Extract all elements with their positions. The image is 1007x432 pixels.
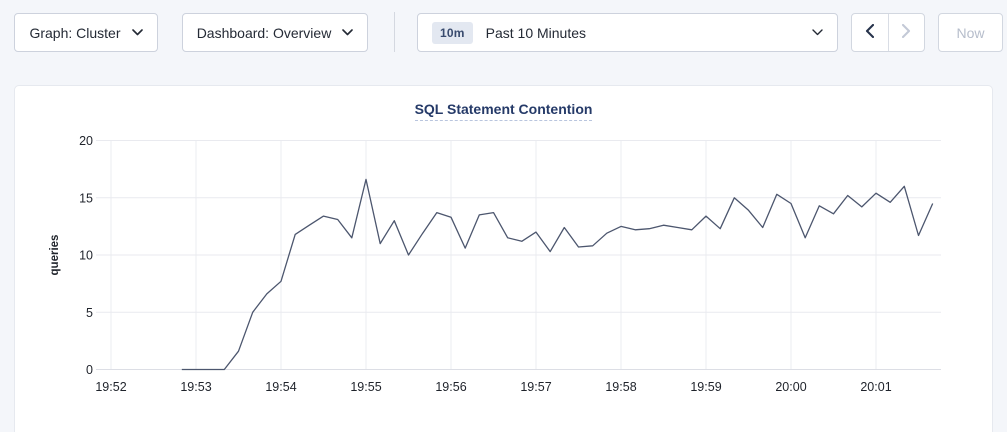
dashboard-dropdown[interactable]: Dashboard: Overview: [182, 13, 368, 52]
chevron-left-icon: [865, 23, 875, 41]
chevron-right-icon: [901, 23, 911, 41]
chevron-down-icon: [812, 29, 823, 36]
chart-title[interactable]: SQL Statement Contention: [414, 101, 593, 121]
x-tick-label: 19:58: [605, 380, 636, 394]
y-axis-title: queries: [49, 235, 61, 276]
y-tick-label: 10: [79, 249, 93, 263]
y-tick-label: 0: [86, 363, 93, 377]
time-nav-group: [851, 13, 925, 52]
x-tick-label: 19:53: [180, 380, 211, 394]
chevron-down-icon: [342, 29, 354, 36]
line-chart[interactable]: 19:52 19:53 19:54 19:55 19:56 19:57 19:58 19:59…: [15, 86, 994, 431]
x-tick-label: 19:54: [265, 380, 296, 394]
now-button[interactable]: Now: [938, 13, 1003, 52]
graph-dropdown-label: Graph: Cluster: [29, 24, 121, 41]
y-tick-label: 15: [79, 191, 93, 205]
x-tick-label: 20:01: [860, 380, 891, 394]
x-tick-label: 19:57: [520, 380, 551, 394]
time-range-badge: 10m: [432, 21, 473, 44]
y-tick-label: 20: [79, 134, 93, 148]
time-back-button[interactable]: [852, 14, 889, 51]
time-forward-button[interactable]: [889, 14, 925, 51]
x-tick-label: 19:55: [350, 380, 381, 394]
chevron-down-icon: [131, 29, 143, 36]
time-range-label: Past 10 Minutes: [485, 24, 587, 41]
now-button-label: Now: [956, 24, 985, 41]
y-tick-label: 5: [86, 306, 93, 320]
toolbar-divider: [394, 12, 395, 52]
x-tick-label: 20:00: [775, 380, 806, 394]
chart-title-wrap: SQL Statement Contention: [15, 101, 992, 121]
graph-dropdown[interactable]: Graph: Cluster: [14, 13, 158, 52]
x-tick-label: 19:59: [690, 380, 721, 394]
chart-panel: SQL Statement Contention 19:52 19:53 19:54…: [14, 85, 993, 432]
x-tick-label: 19:56: [435, 380, 466, 394]
x-tick-label: 19:52: [95, 380, 126, 394]
dashboard-dropdown-label: Dashboard: Overview: [196, 24, 332, 41]
contention-series-line: [181, 178, 934, 371]
time-range-picker[interactable]: 10m Past 10 Minutes: [417, 13, 838, 52]
